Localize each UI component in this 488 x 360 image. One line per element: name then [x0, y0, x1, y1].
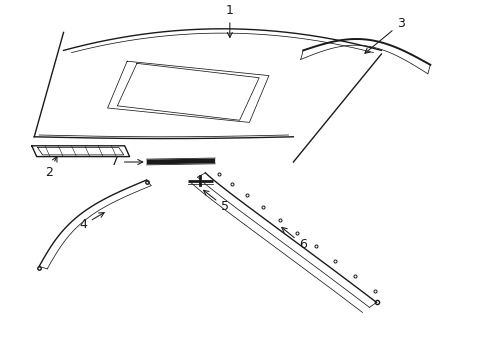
Text: 5: 5	[203, 190, 228, 213]
Text: 1: 1	[225, 4, 233, 37]
Text: 3: 3	[364, 17, 404, 53]
Text: 2: 2	[45, 157, 57, 179]
Text: 4: 4	[79, 213, 104, 231]
Text: 6: 6	[281, 228, 306, 251]
Text: 7: 7	[111, 156, 142, 168]
